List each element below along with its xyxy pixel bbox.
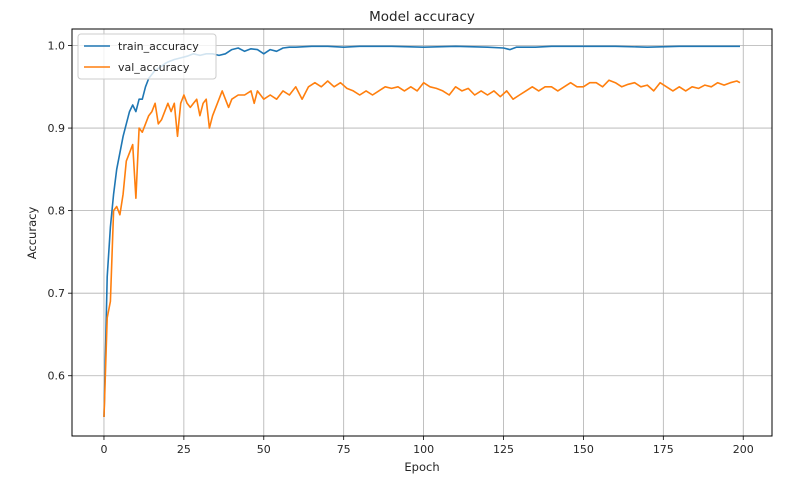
x-tick-label: 175 xyxy=(653,443,674,456)
x-tick-label: 200 xyxy=(733,443,754,456)
chart-title: Model accuracy xyxy=(369,9,475,25)
y-tick-label: 0.6 xyxy=(48,370,66,383)
x-tick-label: 100 xyxy=(413,443,434,456)
y-tick-label: 0.9 xyxy=(48,122,66,135)
y-tick-label: 0.8 xyxy=(48,205,66,218)
grid-lines xyxy=(72,29,772,436)
series-lines xyxy=(103,45,741,418)
y-axis-ticks: 0.6 0.7 0.8 0.9 1.0 xyxy=(48,40,72,383)
x-tick-label: 50 xyxy=(257,443,271,456)
y-tick-label: 1.0 xyxy=(48,40,66,53)
x-axis-title: Epoch xyxy=(404,460,439,474)
x-tick-label: 0 xyxy=(100,443,107,456)
x-tick-label: 25 xyxy=(177,443,191,456)
x-tick-label: 150 xyxy=(573,443,594,456)
legend-label-val: val_accuracy xyxy=(118,61,190,74)
y-axis-title: Accuracy xyxy=(25,207,39,260)
series-line-train-accuracy xyxy=(103,45,740,418)
y-tick-label: 0.7 xyxy=(48,287,66,300)
plot-frame xyxy=(71,28,773,437)
legend: train_accuracy val_accuracy xyxy=(77,33,217,80)
x-tick-label: 125 xyxy=(493,443,514,456)
series-line-val-accuracy xyxy=(103,79,741,418)
x-axis-ticks: 0 25 50 75 100 125 150 175 200 xyxy=(100,436,754,456)
legend-box xyxy=(77,33,217,80)
legend-label-train: train_accuracy xyxy=(118,40,199,53)
x-tick-label: 75 xyxy=(337,443,351,456)
